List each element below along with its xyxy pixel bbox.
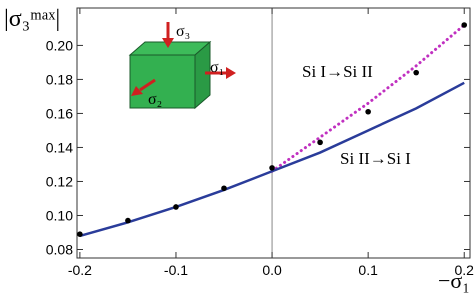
data-point: [77, 231, 83, 237]
series-line: [79, 81, 465, 238]
x-tick-label: 0.1: [358, 262, 378, 278]
inset-cube: [128, 22, 236, 110]
y-tick-label: 0.20: [46, 37, 73, 53]
series-label: Si I→Si II: [302, 62, 373, 81]
inset-label: σ₁: [210, 59, 224, 76]
series-label: Si II→Si I: [340, 149, 411, 168]
data-point: [461, 22, 468, 28]
data-point: [125, 217, 131, 224]
y-tick-label: 0.18: [46, 71, 73, 87]
x-axis-label: −σ₁: [438, 268, 470, 293]
data-point: [269, 165, 275, 171]
data-point: [317, 139, 323, 146]
y-axis-label: |σ₃ᵐᵃˣ|: [4, 6, 60, 32]
series-line: [270, 23, 466, 173]
inset-label: σ₂: [148, 91, 162, 108]
y-tick-label: 0.10: [46, 207, 73, 223]
data-point: [173, 204, 179, 210]
data-point: [221, 185, 227, 192]
y-tick-label: 0.16: [46, 105, 73, 121]
x-tick-label: 0.0: [262, 262, 282, 278]
inset-label: σ₃: [176, 23, 190, 40]
y-tick-label: 0.08: [46, 241, 73, 257]
plot-frame: [76, 7, 471, 259]
data-point: [413, 69, 419, 76]
y-tick-label: 0.12: [46, 173, 73, 189]
x-tick-label: 0.2: [455, 262, 474, 278]
data-point: [365, 108, 371, 115]
x-tick-label: -0.2: [68, 262, 92, 278]
x-tick-label: -0.1: [164, 262, 188, 278]
y-tick-label: 0.14: [46, 139, 73, 155]
